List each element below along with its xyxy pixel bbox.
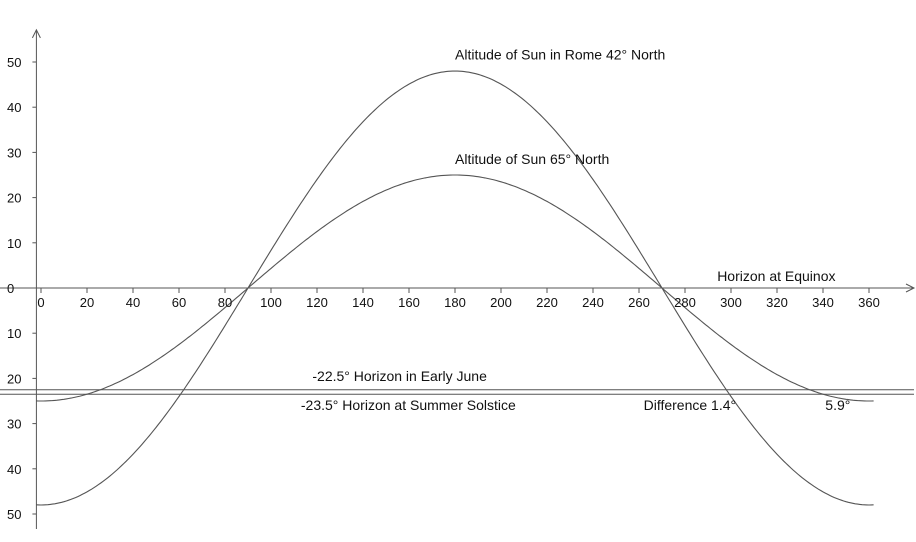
x-tick-label: 300 bbox=[720, 295, 742, 310]
x-tick-label: 80 bbox=[218, 295, 232, 310]
x-tick-label: 160 bbox=[398, 295, 420, 310]
y-tick-label: 10 bbox=[7, 326, 21, 341]
y-tick-label: 40 bbox=[7, 462, 21, 477]
horizon-lines bbox=[0, 389, 914, 395]
y-tick-label: 40 bbox=[7, 100, 21, 115]
axes bbox=[0, 28, 916, 530]
x-tick-label: 240 bbox=[582, 295, 604, 310]
annotations: Altitude of Sun in Rome 42° North Altitu… bbox=[301, 47, 850, 413]
y-tick-label: 0 bbox=[7, 281, 14, 296]
label-horizon-early-june: -22.5° Horizon in Early June bbox=[312, 368, 487, 384]
x-tick-label: 120 bbox=[306, 295, 328, 310]
y-tick-label: 30 bbox=[7, 417, 21, 432]
x-tick-label: 60 bbox=[172, 295, 186, 310]
altitude-curves bbox=[36, 70, 874, 506]
tick-labels: 0 20 40 60 80 100 120 140 160 180 200 220 240 260 280 3… bbox=[7, 55, 880, 522]
curve-label-rome: Altitude of Sun in Rome 42° North bbox=[455, 47, 665, 63]
x-tick-label: 260 bbox=[628, 295, 650, 310]
y-tick-label: 20 bbox=[7, 371, 21, 386]
x-tick-label: 40 bbox=[126, 295, 140, 310]
label-horizon-summer-solstice: -23.5° Horizon at Summer Solstice bbox=[301, 397, 516, 413]
x-tick-label: 320 bbox=[766, 295, 788, 310]
x-tick-label: 180 bbox=[444, 295, 466, 310]
x-tick-label: 360 bbox=[858, 295, 880, 310]
x-tick-label: 20 bbox=[80, 295, 94, 310]
label-horizon-equinox: Horizon at Equinox bbox=[717, 268, 835, 284]
curve-label-65-north: Altitude of Sun 65° North bbox=[455, 151, 609, 167]
x-tick-label: 100 bbox=[260, 295, 282, 310]
x-tick-label: 0 bbox=[37, 295, 44, 310]
y-tick-label: 50 bbox=[7, 55, 21, 70]
curve-65-north bbox=[36, 174, 874, 402]
y-tick-label: 20 bbox=[7, 191, 21, 206]
label-5-9-degrees: 5.9° bbox=[825, 397, 850, 413]
curve-rome-42-north bbox=[36, 70, 874, 506]
x-tick-label: 140 bbox=[352, 295, 374, 310]
y-tick-label: 50 bbox=[7, 507, 21, 522]
x-tick-label: 280 bbox=[674, 295, 696, 310]
y-tick-label: 30 bbox=[7, 145, 21, 160]
x-tick-label: 340 bbox=[812, 295, 834, 310]
x-tick-label: 220 bbox=[536, 295, 558, 310]
label-difference: Difference 1.4° bbox=[644, 397, 737, 413]
x-axis-arrow bbox=[905, 283, 916, 293]
y-tick-label: 10 bbox=[7, 236, 21, 251]
x-tick-label: 200 bbox=[490, 295, 512, 310]
y-axis-arrow bbox=[31, 28, 41, 39]
